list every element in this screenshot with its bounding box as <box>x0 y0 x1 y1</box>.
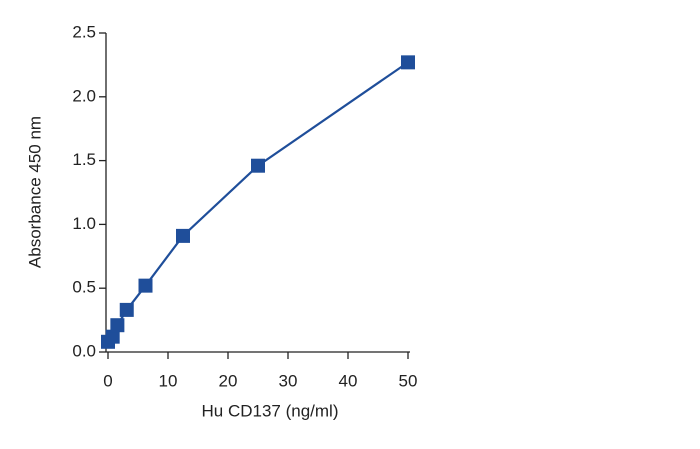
x-tick-label: 50 <box>399 371 418 390</box>
y-tick-label: 2.5 <box>72 22 96 41</box>
y-axis-label: Absorbance 450 nm <box>25 116 44 268</box>
x-tick-label: 30 <box>279 371 298 390</box>
x-tick-label: 10 <box>159 371 178 390</box>
y-tick-label: 1.0 <box>72 214 96 233</box>
marker <box>176 228 190 243</box>
marker <box>138 278 153 293</box>
y-tick-label: 1.5 <box>72 150 96 169</box>
x-axis-label: Hu CD137 (ng/ml) <box>202 401 339 420</box>
y-tick-label: 0.0 <box>72 341 96 360</box>
marker <box>119 302 134 317</box>
x-tick-label: 40 <box>339 371 358 390</box>
marker <box>251 158 265 173</box>
y-tick-label: 0.5 <box>72 278 96 297</box>
y-tick-label: 2.0 <box>72 86 96 105</box>
marker <box>401 55 415 70</box>
marker <box>110 318 125 333</box>
x-tick-label: 20 <box>219 371 238 390</box>
series-line <box>107 61 409 343</box>
marker <box>105 329 120 344</box>
x-tick-label: 0 <box>103 371 112 390</box>
